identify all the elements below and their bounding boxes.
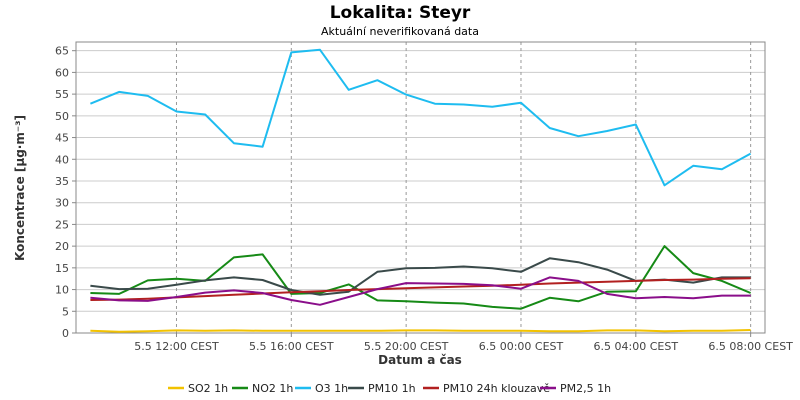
y-tick-label: 65 — [55, 45, 69, 58]
grid — [76, 42, 765, 333]
x-tick-label: 6.5 04:00 CEST — [594, 340, 679, 353]
legend-label-so2-1h: SO2 1h — [188, 382, 228, 395]
y-tick-label: 50 — [55, 110, 69, 123]
series-line-no2-1h — [90, 245, 751, 310]
x-tick-label: 5.5 20:00 CEST — [364, 340, 449, 353]
chart-subtitle: Aktuální neverifikovaná data — [321, 25, 479, 38]
y-tick-label: 0 — [62, 327, 69, 340]
series-lines — [90, 48, 752, 333]
legend-label-pm10-24h-klouzav: PM10 24h klouzavě — [443, 382, 550, 395]
x-tick-label: 6.5 00:00 CEST — [479, 340, 564, 353]
chart-title: Lokalita: Steyr — [330, 3, 471, 23]
y-axis: 0 5 10 15 20 25 30 35 40 45 50 55 60 65 — [55, 45, 76, 340]
y-tick-label: 55 — [55, 88, 69, 101]
legend: SO2 1h NO2 1h O3 1h PM10 1h PM10 24h klouzav… — [168, 382, 611, 395]
y-tick-label: 35 — [55, 175, 69, 188]
y-axis-title: Koncentrace [µg·m⁻³] — [13, 115, 27, 261]
plot-area — [75, 41, 766, 334]
series-line-pm10-24h-klouzav — [90, 277, 751, 301]
x-axis-title: Datum a čas — [378, 353, 462, 367]
legend-label-no2-1h: NO2 1h — [252, 382, 293, 395]
x-tick-label: 5.5 12:00 CEST — [134, 340, 219, 353]
y-tick-label: 20 — [55, 240, 69, 253]
series-line-pm2-5-1h — [90, 276, 751, 306]
series-line-o3-1h — [90, 48, 752, 187]
y-tick-label: 40 — [55, 153, 69, 166]
x-tick-label: 5.5 16:00 CEST — [249, 340, 334, 353]
x-tick-label: 6.5 08:00 CEST — [708, 340, 793, 353]
series-line-so2-1h — [90, 329, 751, 333]
y-tick-label: 60 — [55, 66, 69, 79]
y-tick-label: 45 — [55, 132, 69, 145]
legend-label-pm2-5-1h: PM2,5 1h — [560, 382, 611, 395]
legend-label-pm10-1h: PM10 1h — [368, 382, 416, 395]
y-tick-label: 15 — [55, 262, 69, 275]
y-tick-label: 30 — [55, 197, 69, 210]
x-axis: 5.5 12:00 CEST 5.5 16:00 CEST 5.5 20:00 CE… — [134, 333, 793, 353]
y-tick-label: 25 — [55, 218, 69, 231]
legend-label-o3-1h: O3 1h — [315, 382, 348, 395]
y-tick-label: 10 — [55, 284, 69, 297]
y-tick-label: 5 — [62, 305, 69, 318]
